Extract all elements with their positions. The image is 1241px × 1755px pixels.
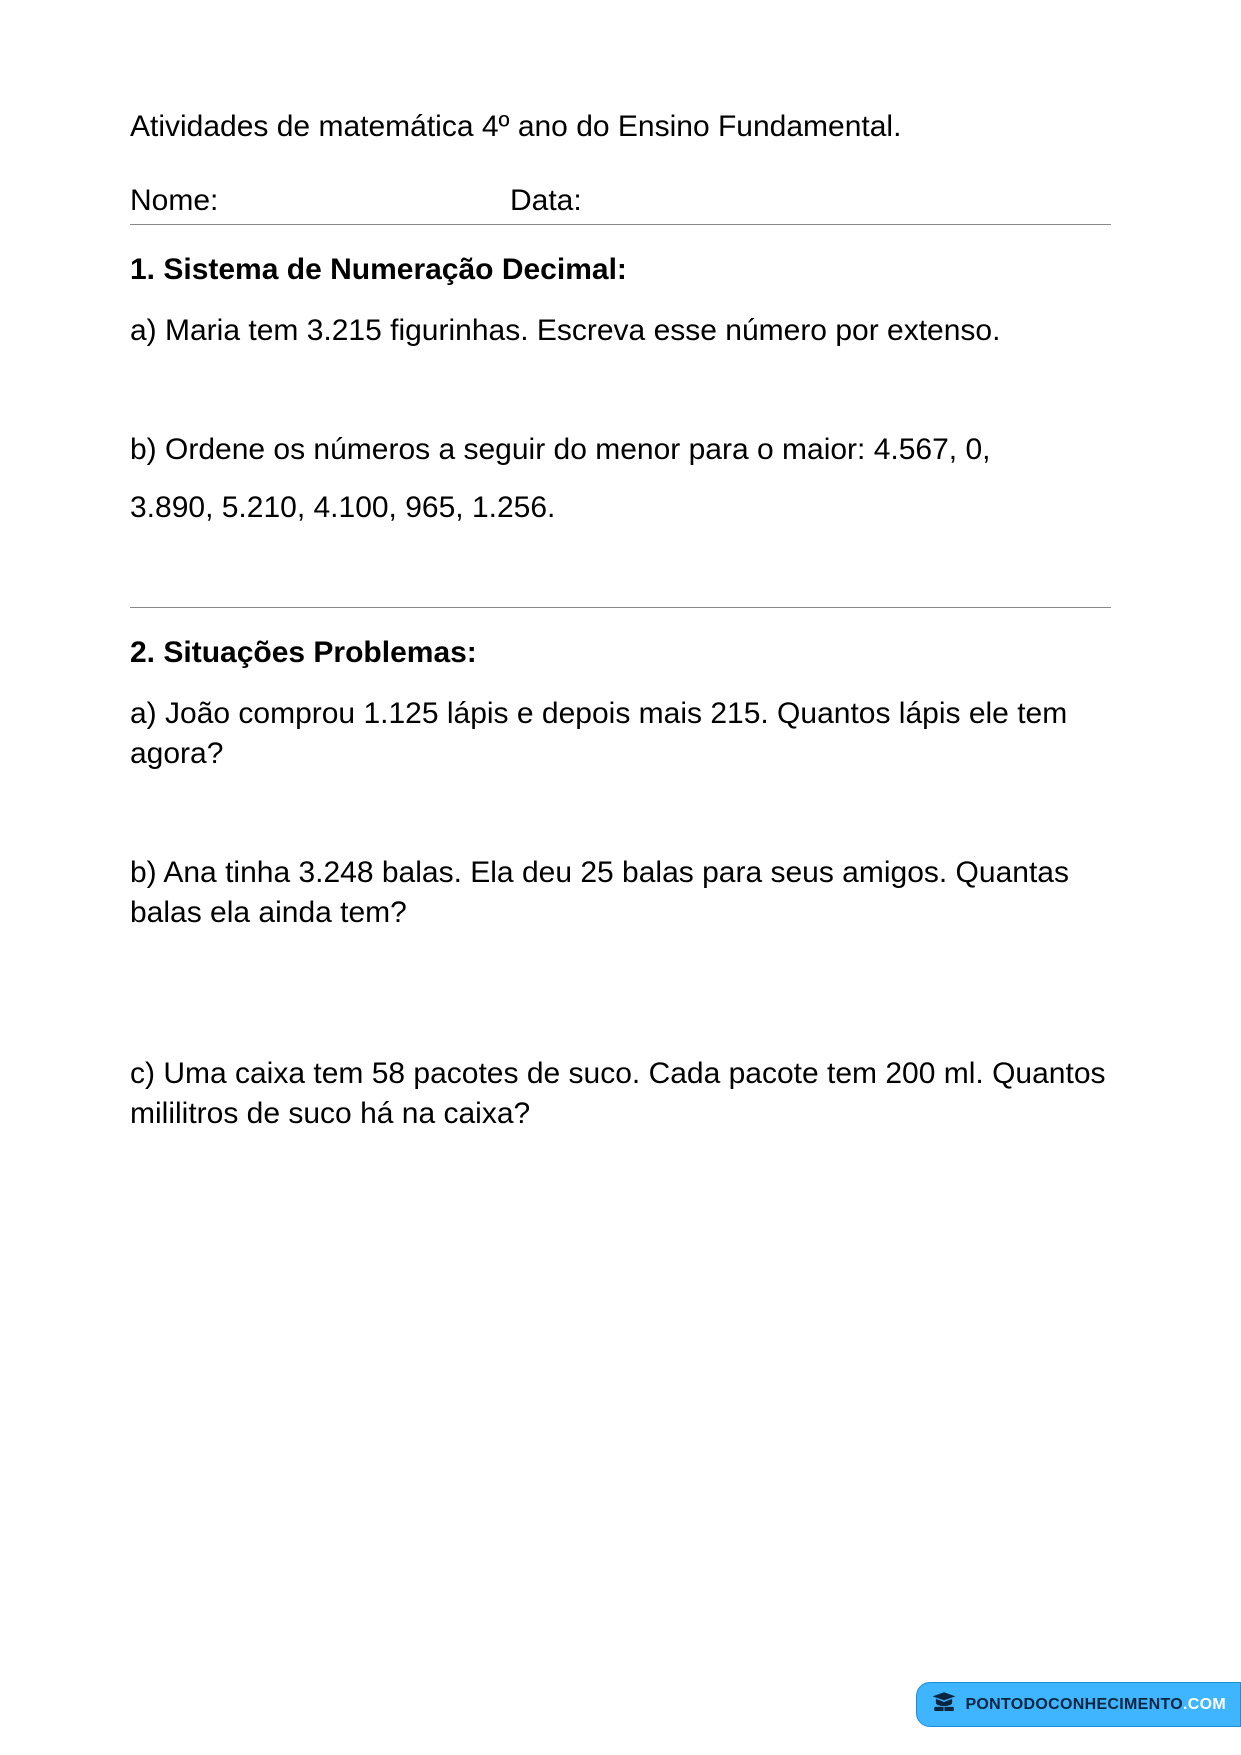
document-title: Atividades de matemática 4º ano do Ensin… (130, 110, 1111, 144)
question-2c: c) Uma caixa tem 58 pacotes de suco. Cad… (130, 1054, 1111, 1135)
question-1b-line2: 3.890, 5.210, 4.100, 965, 1.256. (130, 488, 1111, 529)
section-divider (130, 607, 1111, 608)
name-label: Nome: (130, 184, 510, 218)
section-2-heading: 2. Situações Problemas: (130, 636, 1111, 670)
watermark-ext-text: .COM (1183, 1696, 1226, 1713)
name-date-row: Nome: Data: (130, 184, 1111, 225)
question-2a: a) João comprou 1.125 lápis e depois mai… (130, 694, 1111, 775)
question-2b: b) Ana tinha 3.248 balas. Ela deu 25 bal… (130, 853, 1111, 934)
date-label: Data: (510, 184, 582, 218)
worksheet-page: Atividades de matemática 4º ano do Ensin… (0, 0, 1241, 1755)
watermark-text: PONTODOCONHECIMENTO.COM (965, 1696, 1226, 1714)
site-watermark: PONTODOCONHECIMENTO.COM (916, 1682, 1241, 1727)
question-1a: a) Maria tem 3.215 figurinhas. Escreva e… (130, 311, 1111, 352)
watermark-main-text: PONTODOCONHECIMENTO (965, 1696, 1183, 1713)
section-1-heading: 1. Sistema de Numeração Decimal: (130, 253, 1111, 287)
question-1b-line1: b) Ordene os números a seguir do menor p… (130, 430, 1111, 471)
graduation-cap-book-icon (931, 1691, 957, 1718)
